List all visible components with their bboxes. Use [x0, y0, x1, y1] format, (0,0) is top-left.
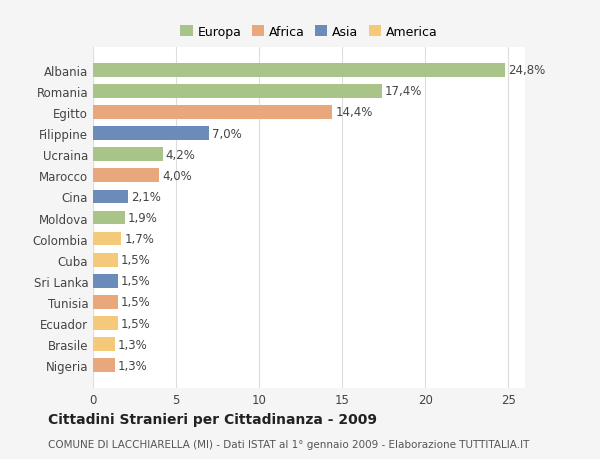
Bar — [93, 232, 121, 246]
Bar — [93, 106, 332, 119]
Text: 2,1%: 2,1% — [131, 190, 161, 203]
Text: 24,8%: 24,8% — [508, 64, 545, 77]
Bar — [93, 211, 125, 225]
Legend: Europa, Africa, Asia, America: Europa, Africa, Asia, America — [180, 26, 438, 39]
Text: 1,3%: 1,3% — [118, 338, 148, 351]
Bar — [93, 190, 128, 204]
Text: 1,5%: 1,5% — [121, 296, 151, 309]
Text: 7,0%: 7,0% — [212, 127, 242, 140]
Bar — [93, 127, 209, 140]
Text: COMUNE DI LACCHIARELLA (MI) - Dati ISTAT al 1° gennaio 2009 - Elaborazione TUTTI: COMUNE DI LACCHIARELLA (MI) - Dati ISTAT… — [48, 439, 529, 449]
Text: 1,5%: 1,5% — [121, 317, 151, 330]
Text: 1,7%: 1,7% — [124, 233, 154, 246]
Bar — [93, 64, 505, 77]
Bar — [93, 148, 163, 162]
Bar — [93, 253, 118, 267]
Bar — [93, 338, 115, 351]
Text: 1,3%: 1,3% — [118, 359, 148, 372]
Bar — [93, 169, 160, 183]
Text: 1,5%: 1,5% — [121, 254, 151, 267]
Text: 1,9%: 1,9% — [128, 212, 157, 224]
Text: 4,0%: 4,0% — [163, 169, 192, 182]
Text: 14,4%: 14,4% — [335, 106, 373, 119]
Text: 1,5%: 1,5% — [121, 275, 151, 288]
Text: 4,2%: 4,2% — [166, 148, 196, 161]
Text: Cittadini Stranieri per Cittadinanza - 2009: Cittadini Stranieri per Cittadinanza - 2… — [48, 412, 377, 426]
Bar — [93, 296, 118, 309]
Bar — [93, 274, 118, 288]
Text: 17,4%: 17,4% — [385, 85, 422, 98]
Bar — [93, 317, 118, 330]
Bar — [93, 359, 115, 372]
Bar — [93, 85, 382, 98]
